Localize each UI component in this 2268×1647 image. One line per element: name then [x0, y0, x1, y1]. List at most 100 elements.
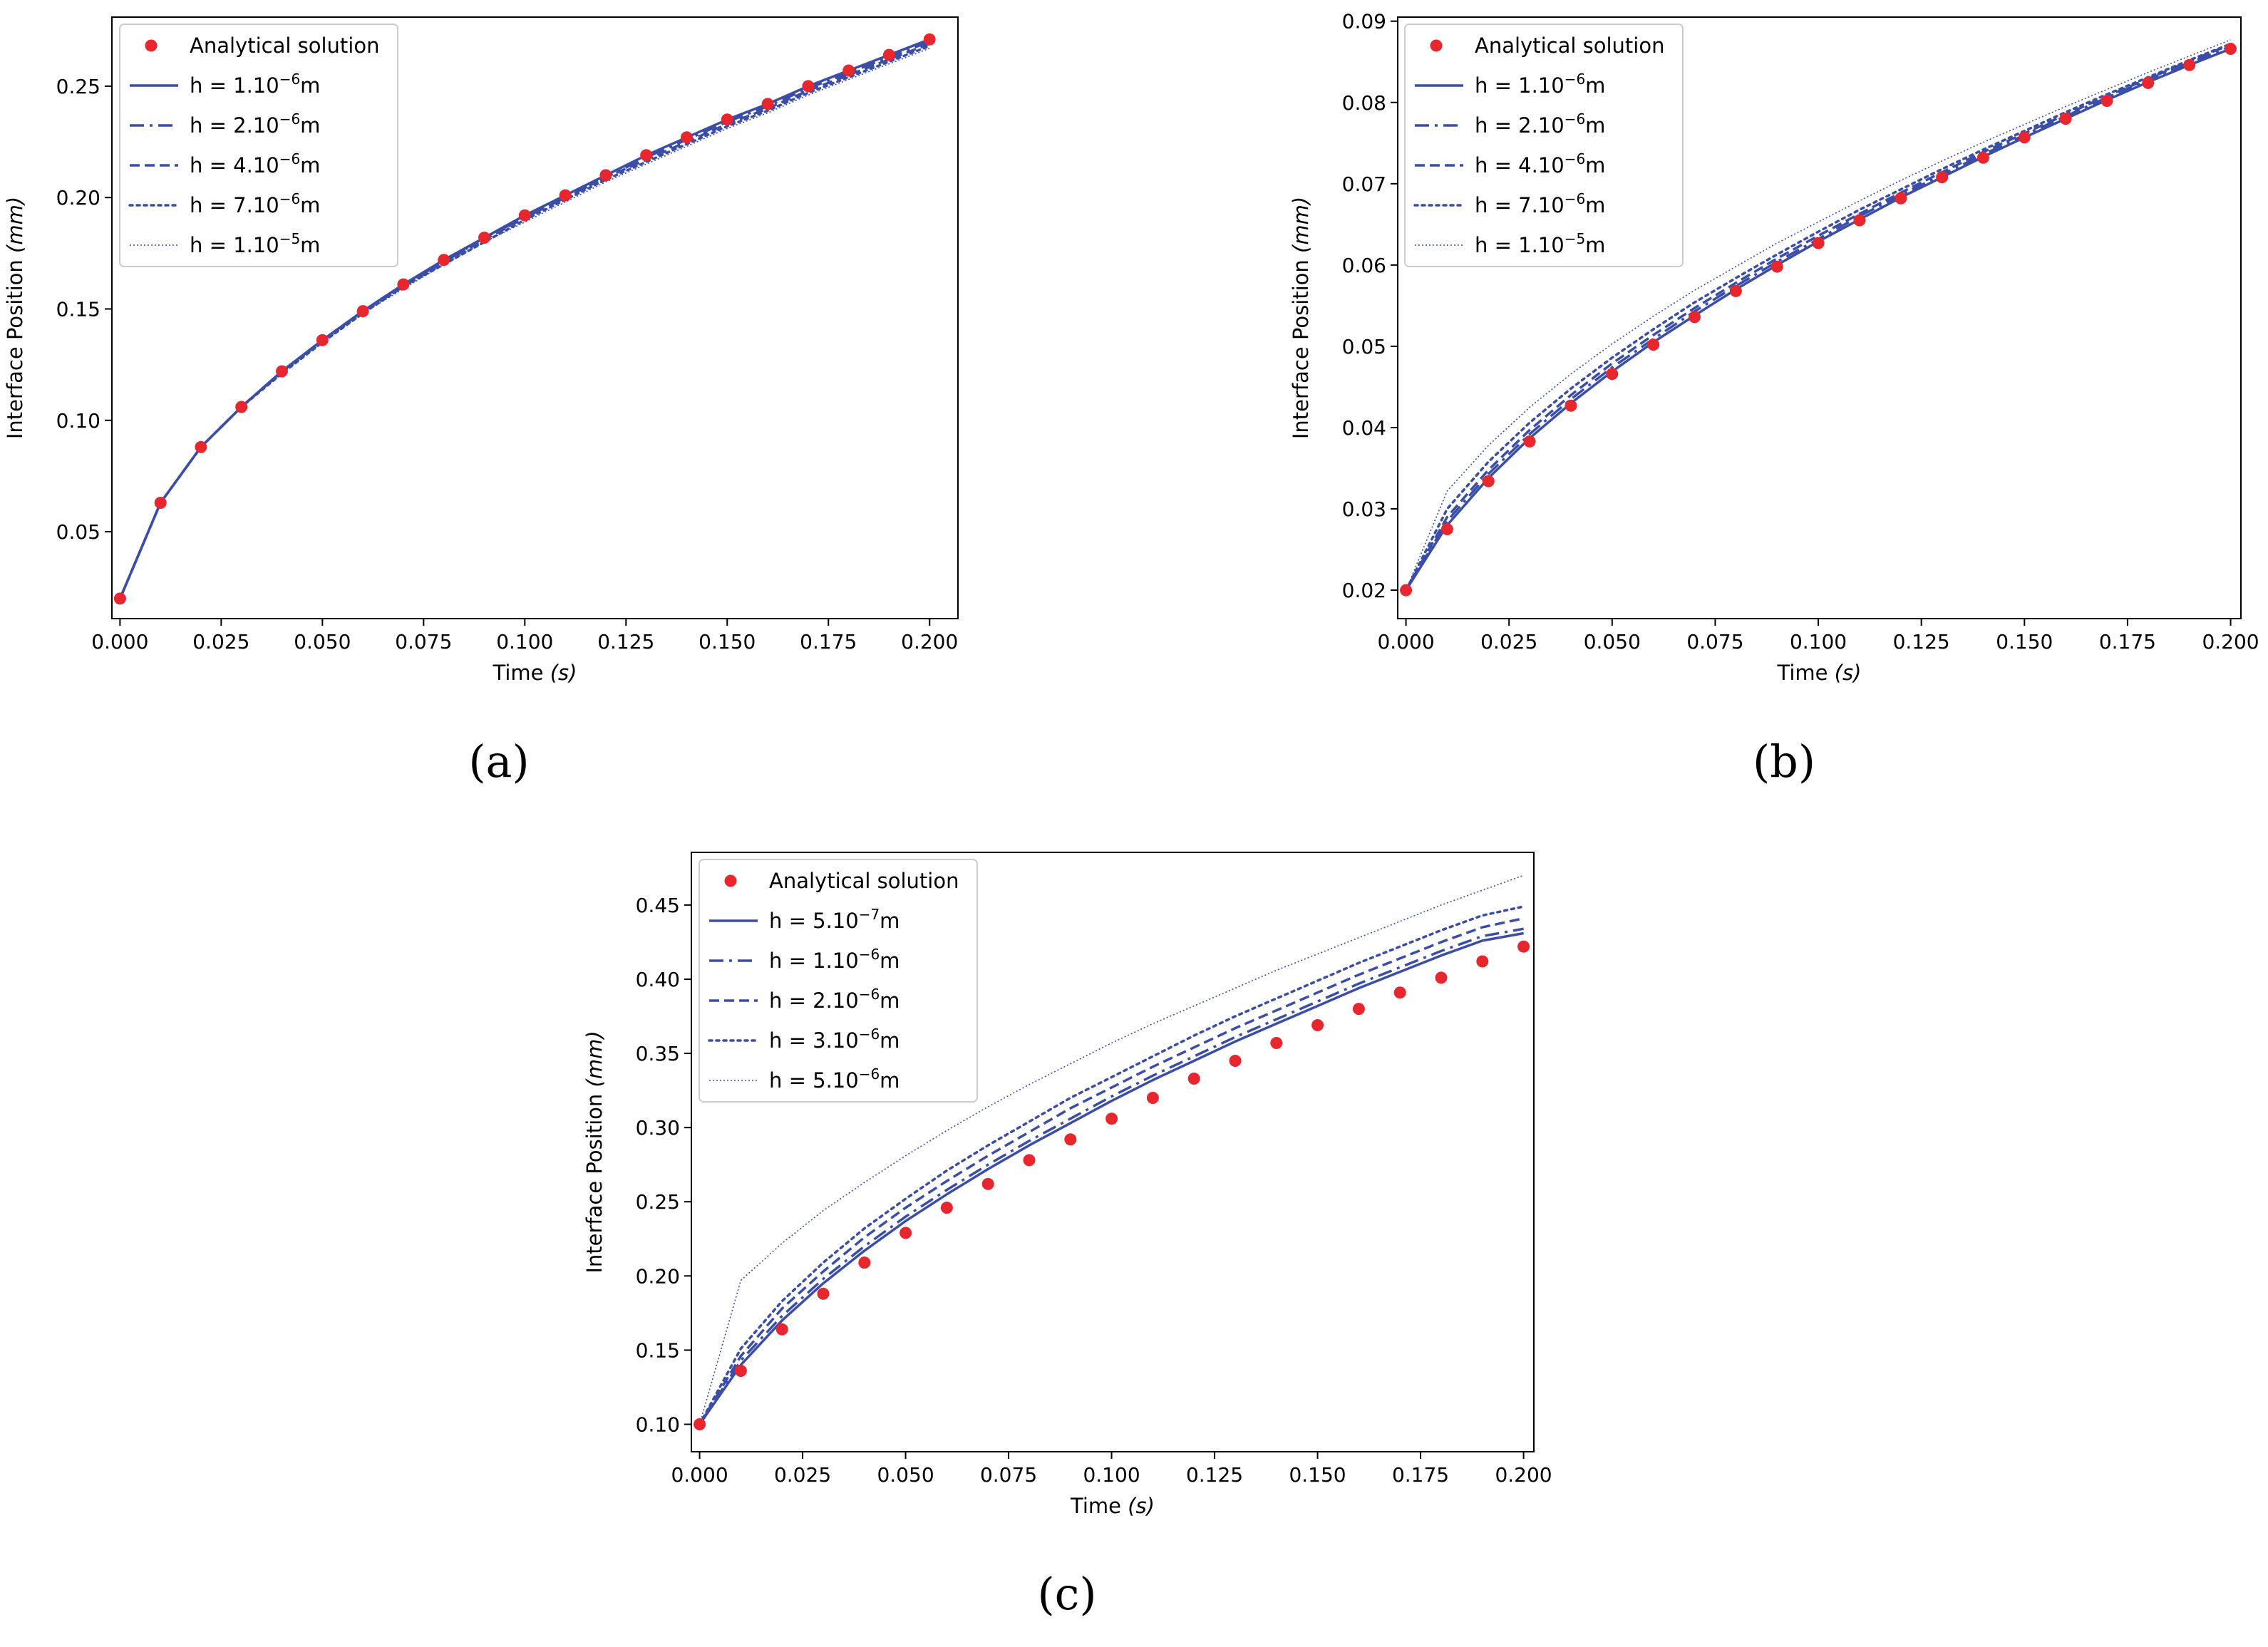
- analytical-point: [2059, 113, 2072, 125]
- legend-label-exponent: −6: [279, 190, 300, 207]
- series-line-2: [699, 927, 1524, 1425]
- analytical-point: [1853, 214, 1866, 227]
- analytical-point: [1440, 523, 1453, 535]
- analytical-point: [694, 1418, 706, 1430]
- legend-label-2: h = 2.10−6m: [190, 110, 320, 138]
- x-tick-label: 0.125: [597, 630, 654, 654]
- legend-label-base: h = 2.10: [769, 988, 859, 1013]
- y-tick-label: 0.05: [1342, 335, 1386, 358]
- y-tick-label: 0.15: [56, 297, 100, 321]
- x-tick-label: 0.025: [192, 630, 249, 654]
- legend-analytical-marker: [724, 874, 737, 887]
- x-tick-label: 0.100: [1083, 1463, 1140, 1487]
- x-axis-label-text: Time: [1070, 1494, 1128, 1518]
- y-tick-label: 0.05: [56, 520, 100, 544]
- analytical-point: [113, 592, 126, 605]
- legend-label-unit: m: [1585, 233, 1605, 257]
- panel-caption: (c): [1037, 1568, 1096, 1620]
- legend-analytical-marker: [1430, 39, 1443, 52]
- analytical-point: [802, 80, 815, 93]
- y-tick-label: 0.08: [1342, 91, 1386, 115]
- analytical-point: [356, 305, 369, 318]
- analytical-point: [1064, 1133, 1077, 1146]
- analytical-point: [1689, 311, 1701, 324]
- legend-box: [119, 24, 398, 267]
- y-axis-label-unit: (mm): [1289, 197, 1313, 253]
- legend-analytical-label: Analytical solution: [769, 869, 959, 893]
- legend-label-base: h = 1.10: [190, 233, 279, 257]
- chart-panel-a: 0.000 0.025 0.050 0.075 0.100 0.125 0.150 0.175…: [3, 16, 959, 788]
- legend-label-unit: m: [300, 153, 320, 177]
- y-tick-label: 0.20: [56, 186, 100, 210]
- series-line-5: [699, 874, 1524, 1425]
- y-tick-label: 0.06: [1342, 254, 1386, 277]
- legend-label-exponent: −6: [1565, 71, 1585, 88]
- legend-label-unit: m: [1585, 193, 1605, 217]
- x-tick-label: 0.125: [1186, 1463, 1243, 1487]
- legend-label-5: h = 5.10−6m: [769, 1065, 900, 1093]
- analytical-point: [775, 1323, 788, 1336]
- x-tick-label: 0.050: [877, 1463, 934, 1487]
- y-tick-label: 0.45: [636, 894, 680, 917]
- y-axis-label-unit: (mm): [3, 197, 27, 253]
- analytical-point: [940, 1202, 953, 1214]
- y-tick-label: 0.10: [636, 1413, 680, 1436]
- analytical-point: [1729, 284, 1742, 297]
- y-axis-label-text: Interface Position: [1289, 253, 1313, 439]
- x-tick-label: 0.050: [294, 630, 351, 654]
- x-tick-label: 0.100: [1790, 630, 1847, 654]
- y-tick-label: 0.07: [1342, 172, 1386, 196]
- legend-label-unit: m: [880, 1068, 900, 1093]
- legend-box: [699, 859, 978, 1103]
- y-axis-label: Interface Position (mm): [3, 197, 27, 439]
- axes-frame: [1397, 16, 2242, 619]
- legend-label-1: h = 1.10−6m: [190, 71, 320, 98]
- y-tick-label: 0.15: [636, 1338, 680, 1362]
- legend-label-base: h = 1.10: [1475, 233, 1565, 257]
- analytical-point: [1476, 955, 1489, 968]
- analytical-point: [882, 48, 895, 61]
- legend-label-base: h = 4.10: [1475, 153, 1565, 177]
- axes-frame: [111, 16, 959, 619]
- analytical-point: [900, 1227, 912, 1239]
- legend-label-unit: m: [1585, 73, 1605, 98]
- legend-label-exponent: −6: [859, 1065, 880, 1083]
- analytical-point: [1976, 151, 1989, 164]
- analytical-point: [1435, 971, 1448, 984]
- y-tick-label: 0.03: [1342, 497, 1386, 521]
- legend-label-3: h = 2.10−6m: [769, 986, 900, 1013]
- legend-label-5: h = 1.10−5m: [190, 230, 320, 257]
- legend-label-exponent: −6: [279, 150, 300, 167]
- analytical-point: [640, 149, 653, 162]
- legend-label-exponent: −6: [279, 110, 300, 128]
- legend-label-3: h = 4.10−6m: [1475, 150, 1605, 177]
- x-axis-label: Time (s): [493, 661, 577, 685]
- legend-label-unit: m: [880, 949, 900, 973]
- x-axis-label: Time (s): [1070, 1494, 1155, 1518]
- x-tick-label: 0.075: [980, 1463, 1037, 1487]
- analytical-point: [1770, 260, 1783, 273]
- x-tick-label: 0.175: [1392, 1463, 1449, 1487]
- legend-analytical-label: Analytical solution: [190, 33, 379, 58]
- legend-label-unit: m: [880, 909, 900, 933]
- analytical-point: [478, 232, 490, 244]
- x-axis-label-unit: (s): [1835, 661, 1862, 685]
- analytical-point: [817, 1287, 830, 1300]
- legend-label-exponent: −6: [279, 71, 300, 88]
- legend-label-unit: m: [880, 988, 900, 1013]
- x-tick-label: 0.200: [901, 630, 958, 654]
- legend-label-exponent: −6: [1565, 190, 1585, 207]
- analytical-point: [316, 334, 329, 346]
- analytical-point: [518, 209, 531, 222]
- analytical-point: [1270, 1037, 1283, 1049]
- y-axis-label: Interface Position (mm): [582, 1031, 607, 1273]
- legend-label-1: h = 1.10−6m: [1475, 71, 1605, 98]
- x-tick-label: 0.075: [395, 630, 452, 654]
- x-tick-label: 0.025: [774, 1463, 831, 1487]
- legend-label-2: h = 2.10−6m: [1475, 110, 1605, 138]
- y-tick-label: 0.20: [636, 1264, 680, 1288]
- legend-label-exponent: −7: [859, 906, 880, 923]
- series-line-1: [699, 931, 1524, 1425]
- analytical-point: [923, 33, 936, 46]
